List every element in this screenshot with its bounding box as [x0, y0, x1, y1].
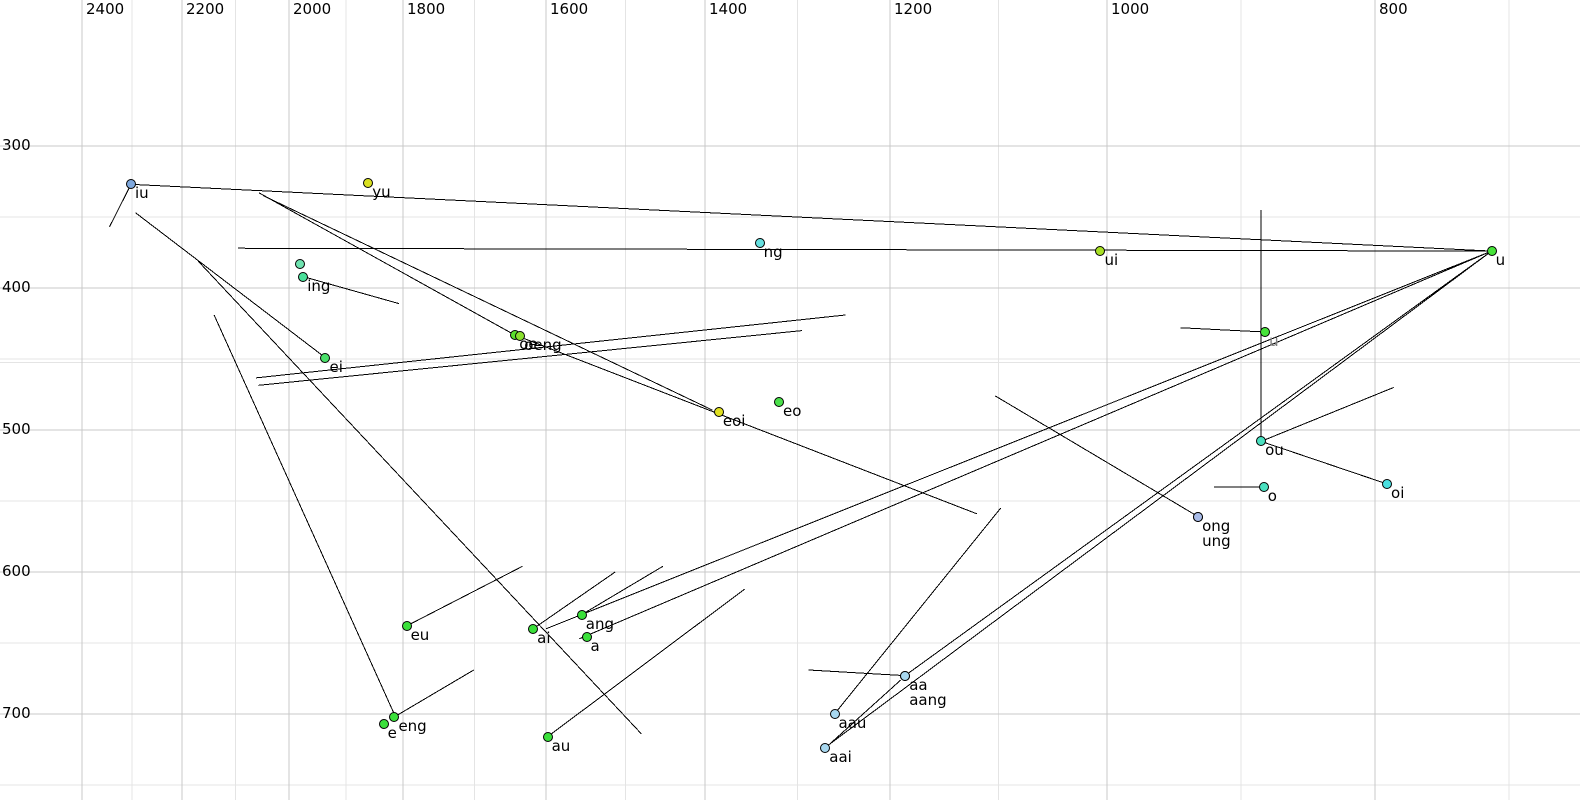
trajectory-line: [130, 183, 1492, 252]
data-point[interactable]: [774, 396, 784, 407]
trajectory-line: [213, 314, 397, 719]
data-point[interactable]: [294, 258, 305, 269]
data-point[interactable]: [1258, 481, 1269, 492]
data-point[interactable]: [581, 632, 592, 643]
data-point[interactable]: [900, 670, 911, 681]
data-point[interactable]: [528, 623, 539, 634]
trajectory-line: [258, 330, 803, 386]
trajectory-line: [394, 669, 475, 718]
x-axis-tick-label: 1200: [894, 0, 933, 18]
x-axis-tick-label: 2400: [86, 0, 125, 18]
trajectory-line: [834, 507, 1002, 715]
trajectory-line: [135, 212, 330, 361]
trajectory-line: [824, 250, 1492, 749]
data-point[interactable]: [363, 177, 374, 188]
trajectory-line: [258, 192, 515, 336]
x-axis-tick-label: 2200: [186, 0, 225, 18]
trajectory-line: [547, 588, 746, 738]
trajectory-line: [1260, 440, 1388, 485]
trajectory-line: [263, 195, 713, 411]
trajectory-line: [824, 679, 902, 749]
trajectory-line: [238, 247, 1492, 252]
trajectory-line: [1260, 386, 1394, 442]
trajectory-line: [109, 184, 132, 228]
trajectory-line: [902, 250, 1492, 678]
data-point[interactable]: [1382, 478, 1393, 489]
x-axis-tick-label: 1000: [1111, 0, 1150, 18]
x-axis-tick-label: 1400: [709, 0, 748, 18]
trajectory-line: [303, 276, 400, 305]
data-point[interactable]: [754, 237, 765, 248]
trajectory-line: [255, 314, 846, 379]
data-point[interactable]: [126, 179, 136, 190]
trajectory-line: [532, 571, 616, 630]
trajectory-line: [514, 334, 977, 515]
data-point[interactable]: [515, 331, 526, 342]
data-point[interactable]: [1260, 327, 1271, 338]
trajectory-line: [406, 565, 523, 627]
y-axis-tick-label: 700: [2, 704, 31, 722]
x-axis-tick-label: 1800: [407, 0, 446, 18]
y-axis-tick-label: 300: [2, 136, 31, 154]
data-point[interactable]: [820, 743, 831, 754]
data-point[interactable]: [576, 609, 587, 620]
data-point[interactable]: [298, 271, 309, 282]
y-axis-tick-label: 600: [2, 562, 31, 580]
trajectory-line: [579, 250, 1492, 640]
trajectory-line: [808, 669, 906, 677]
data-point[interactable]: [829, 709, 840, 719]
data-point[interactable]: [1193, 511, 1204, 522]
trajectory-line: [581, 565, 664, 616]
y-axis-tick-label: 400: [2, 278, 31, 296]
x-axis-tick-label: 800: [1379, 0, 1408, 18]
data-point[interactable]: [320, 352, 331, 363]
trajectory-line: [1180, 327, 1266, 333]
data-point[interactable]: [713, 406, 724, 417]
x-axis-tick-label: 2000: [293, 0, 332, 18]
data-point[interactable]: [401, 620, 412, 631]
data-point[interactable]: [389, 711, 400, 722]
trajectory-lines: [109, 183, 1492, 749]
data-point[interactable]: [542, 731, 553, 742]
trajectory-line: [994, 395, 1199, 518]
x-axis-tick-label: 1600: [550, 0, 589, 18]
data-point[interactable]: [1095, 246, 1106, 257]
data-point[interactable]: [1486, 246, 1497, 257]
trajectory-line: [545, 250, 1492, 630]
trajectory-line: [197, 260, 642, 735]
data-point[interactable]: [378, 718, 389, 729]
data-point[interactable]: [1256, 436, 1267, 447]
y-axis-tick-label: 500: [2, 420, 31, 438]
